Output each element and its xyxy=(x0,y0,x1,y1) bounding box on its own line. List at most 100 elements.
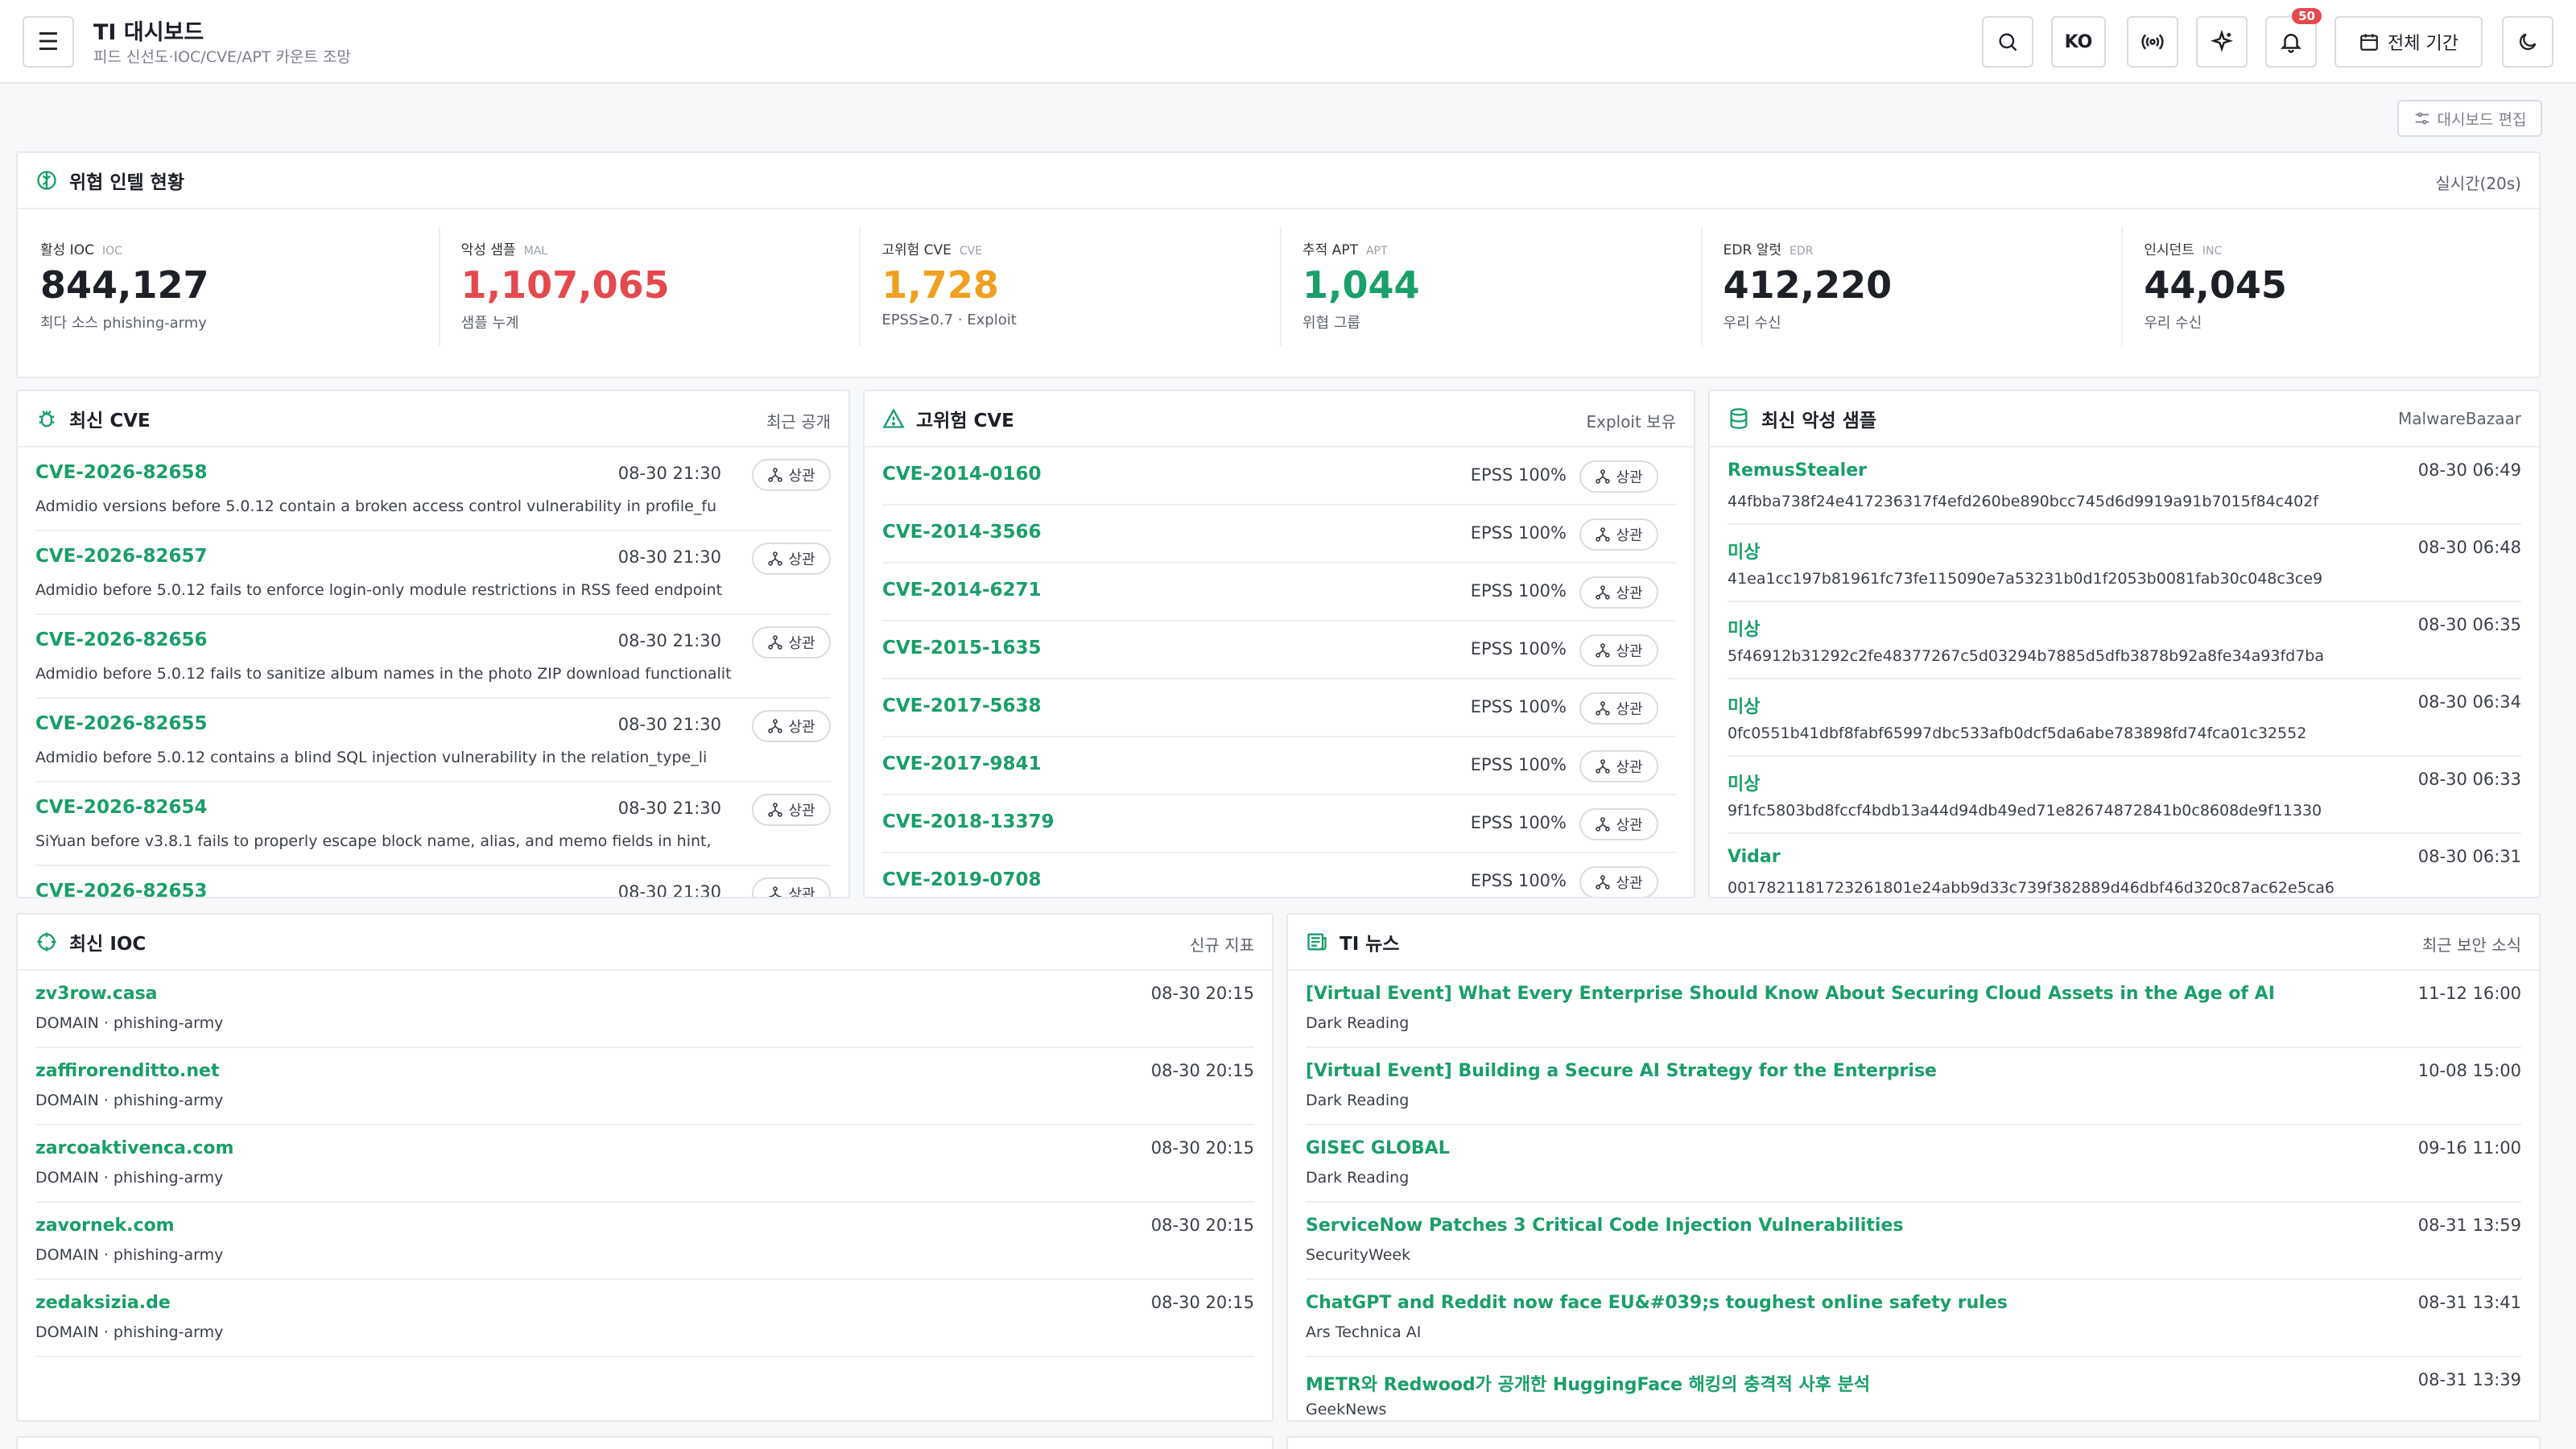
malware-family-link[interactable]: Vidar xyxy=(1728,847,1781,867)
malware-family-link[interactable]: RemusStealer xyxy=(1728,460,1867,481)
cve-id-link[interactable]: CVE-2026-82653 xyxy=(35,881,208,898)
malware-family-link[interactable]: 미상 xyxy=(1728,774,1761,795)
news-title-link[interactable]: ServiceNow Patches 3 Critical Code Injec… xyxy=(1306,1216,1904,1236)
metric-divider xyxy=(1700,227,1703,346)
correlate-button[interactable]: 상관 xyxy=(752,877,831,897)
overview-title: 위협 인텔 현황 xyxy=(69,172,184,193)
correlate-button[interactable]: 상관 xyxy=(752,626,831,658)
correlate-button[interactable]: 상관 xyxy=(1579,634,1658,667)
news-title-link[interactable]: [Virtual Event] Building a Secure AI Str… xyxy=(1306,1061,1937,1081)
malware-time: 08-30 06:49 xyxy=(2417,460,2521,480)
malware-row[interactable]: 미상 08-30 06:34 0fc0551b41dbf8fabf65997dbc5… xyxy=(1728,679,2521,757)
ioc-row[interactable]: zavornek.com 08-30 20:15 DOMAIN · phishing… xyxy=(35,1203,1254,1280)
high-cve-row[interactable]: CVE-2014-3566 EPSS 100% 상관 xyxy=(882,506,1676,564)
news-title-link[interactable]: GISEC GLOBAL xyxy=(1306,1138,1450,1158)
theme-toggle[interactable] xyxy=(2502,16,2553,68)
cve-row[interactable]: CVE-2026-82654 08-30 21:30 상관 SiYuan before… xyxy=(35,782,831,866)
ioc-value-link[interactable]: zaffirorenditto.net xyxy=(35,1061,220,1081)
correlate-button[interactable]: 상관 xyxy=(1579,576,1658,609)
ioc-row[interactable]: zaffirorenditto.net 08-30 20:15 DOMAIN · p… xyxy=(35,1048,1254,1125)
cve-row[interactable]: CVE-2026-82655 08-30 21:30 상관 Admidio befor… xyxy=(35,699,831,782)
ioc-row[interactable]: zedaksizia.de 08-30 20:15 DOMAIN · phishin… xyxy=(35,1280,1254,1357)
metric-tag: APT xyxy=(1365,245,1388,258)
ioc-time: 08-30 20:15 xyxy=(1150,1293,1254,1312)
epss-score: EPSS 100% xyxy=(1470,697,1567,716)
correlate-button[interactable]: 상관 xyxy=(1579,518,1658,551)
malware-row[interactable]: Vidar 08-30 06:31 0017821181723261801e24ab… xyxy=(1728,834,2521,897)
news-title-link[interactable]: METR와 Redwood가 공개한 HuggingFace 해킹의 충격적 사… xyxy=(1306,1375,1871,1395)
correlate-button[interactable]: 상관 xyxy=(752,459,831,491)
correlate-button[interactable]: 상관 xyxy=(1579,460,1658,493)
high-cve-row[interactable]: CVE-2014-6271 EPSS 100% 상관 xyxy=(882,564,1676,621)
malware-family-link[interactable]: 미상 xyxy=(1728,620,1761,640)
malware-row[interactable]: 미상 08-30 06:33 9f1fc5803bd8fccf4bdb13a44d9… xyxy=(1728,757,2521,834)
cve-id-link[interactable]: CVE-2014-0160 xyxy=(882,464,1042,485)
language-button[interactable]: KO xyxy=(2051,16,2106,68)
network-icon xyxy=(768,635,783,650)
correlate-button[interactable]: 상관 xyxy=(752,710,831,742)
cve-id-link[interactable]: CVE-2018-13379 xyxy=(882,811,1055,832)
cve-id-link[interactable]: CVE-2015-1635 xyxy=(882,638,1042,658)
cve-id-link[interactable]: CVE-2019-0708 xyxy=(882,869,1042,890)
high-cve-row[interactable]: CVE-2017-9841 EPSS 100% 상관 xyxy=(882,737,1676,795)
cve-id-link[interactable]: CVE-2026-82656 xyxy=(35,630,208,650)
cve-id-link[interactable]: CVE-2017-5638 xyxy=(882,696,1042,716)
network-icon xyxy=(769,886,782,897)
ioc-value-link[interactable]: zarcoaktivenca.com xyxy=(35,1138,234,1158)
feed-button[interactable] xyxy=(2127,16,2178,68)
correlate-button[interactable]: 상관 xyxy=(752,794,831,826)
cve-id-link[interactable]: CVE-2017-9841 xyxy=(882,753,1042,774)
news-row[interactable]: METR와 Redwood가 공개한 HuggingFace 해킹의 충격적 사… xyxy=(1306,1357,2521,1420)
news-row[interactable]: GISEC GLOBAL 09-16 11:00 Dark Reading xyxy=(1306,1125,2521,1203)
high-cve-row[interactable]: CVE-2014-0160 EPSS 100% 상관 xyxy=(882,448,1676,506)
cve-id-link[interactable]: CVE-2014-6271 xyxy=(882,580,1042,601)
ioc-row[interactable]: zarcoaktivenca.com 08-30 20:15 DOMAIN · ph… xyxy=(35,1125,1254,1203)
cve-row[interactable]: CVE-2026-82656 08-30 21:30 상관 Admidio befor… xyxy=(35,615,831,699)
cve-row[interactable]: CVE-2026-82657 08-30 21:30 상관 Admidio befor… xyxy=(35,531,831,615)
news-title-link[interactable]: ChatGPT and Reddit now face EU&#039;s to… xyxy=(1306,1293,2008,1313)
cve-row[interactable]: CVE-2026-82653 08-30 21:30 상관 xyxy=(35,866,831,898)
correlate-button[interactable]: 상관 xyxy=(1579,692,1658,724)
cve-id-link[interactable]: CVE-2014-3566 xyxy=(882,522,1042,543)
malware-row[interactable]: 미상 08-30 06:35 5f46912b31292c2fe48377267c5… xyxy=(1728,602,2521,679)
ioc-value-link[interactable]: zv3row.casa xyxy=(35,984,158,1004)
cve-id-link[interactable]: CVE-2026-82658 xyxy=(35,462,208,483)
menu-button[interactable]: ☰ xyxy=(23,16,74,68)
notification-button[interactable]: 50 xyxy=(2265,8,2322,68)
ai-button[interactable] xyxy=(2196,16,2248,68)
correlate-button[interactable]: 상관 xyxy=(1579,866,1658,897)
ioc-value-link[interactable]: zavornek.com xyxy=(35,1216,175,1236)
period-button[interactable]: 전체 기간 xyxy=(2334,16,2483,68)
next-panel-right xyxy=(1286,1436,2541,1449)
cve-id-link[interactable]: CVE-2026-82655 xyxy=(35,713,208,734)
news-title-link[interactable]: [Virtual Event] What Every Enterprise Sh… xyxy=(1306,984,2275,1004)
correlate-button[interactable]: 상관 xyxy=(752,543,831,575)
news-row[interactable]: [Virtual Event] Building a Secure AI Str… xyxy=(1306,1048,2521,1125)
high-cve-row[interactable]: CVE-2019-0708 EPSS 100% 상관 xyxy=(882,853,1676,897)
edit-dashboard-button[interactable]: 대시보드 편집 xyxy=(2397,100,2542,137)
news-row[interactable]: ChatGPT and Reddit now face EU&#039;s to… xyxy=(1306,1280,2521,1357)
cve-description: Admidio versions before 5.0.12 contain a… xyxy=(35,497,717,515)
malware-family-link[interactable]: 미상 xyxy=(1728,543,1761,563)
metric-subtext: 우리 수신 xyxy=(2144,315,2202,332)
news-row[interactable]: ServiceNow Patches 3 Critical Code Injec… xyxy=(1306,1203,2521,1280)
high-cve-row[interactable]: CVE-2018-13379 EPSS 100% 상관 xyxy=(882,795,1676,853)
malware-family-link[interactable]: 미상 xyxy=(1728,697,1761,717)
cve-description: Admidio before 5.0.12 fails to enforce l… xyxy=(35,581,723,599)
cve-id-link[interactable]: CVE-2026-82654 xyxy=(35,797,208,818)
news-row[interactable]: [Virtual Event] What Every Enterprise Sh… xyxy=(1306,971,2521,1048)
search-button[interactable] xyxy=(1982,16,2033,68)
malware-row[interactable]: RemusStealer 08-30 06:49 44fbba738f24e4172… xyxy=(1728,448,2521,525)
cve-id-link[interactable]: CVE-2026-82657 xyxy=(35,546,208,567)
network-icon xyxy=(1596,759,1611,774)
correlate-button[interactable]: 상관 xyxy=(1579,808,1658,840)
high-cve-row[interactable]: CVE-2017-5638 EPSS 100% 상관 xyxy=(882,679,1676,737)
ioc-value-link[interactable]: zedaksizia.de xyxy=(35,1293,171,1313)
malware-row[interactable]: 미상 08-30 06:48 41ea1cc197b81961fc73fe11509… xyxy=(1728,525,2521,602)
crosshair-icon xyxy=(35,931,58,953)
correlate-button[interactable]: 상관 xyxy=(1579,750,1658,782)
overview-refresh: 실시간(20s) xyxy=(2435,174,2521,193)
high-cve-row[interactable]: CVE-2015-1635 EPSS 100% 상관 xyxy=(882,621,1676,679)
ioc-row[interactable]: zv3row.casa 08-30 20:15 DOMAIN · phishing-… xyxy=(35,971,1254,1048)
cve-row[interactable]: CVE-2026-82658 08-30 21:30 상관 Admidio versi… xyxy=(35,448,831,531)
